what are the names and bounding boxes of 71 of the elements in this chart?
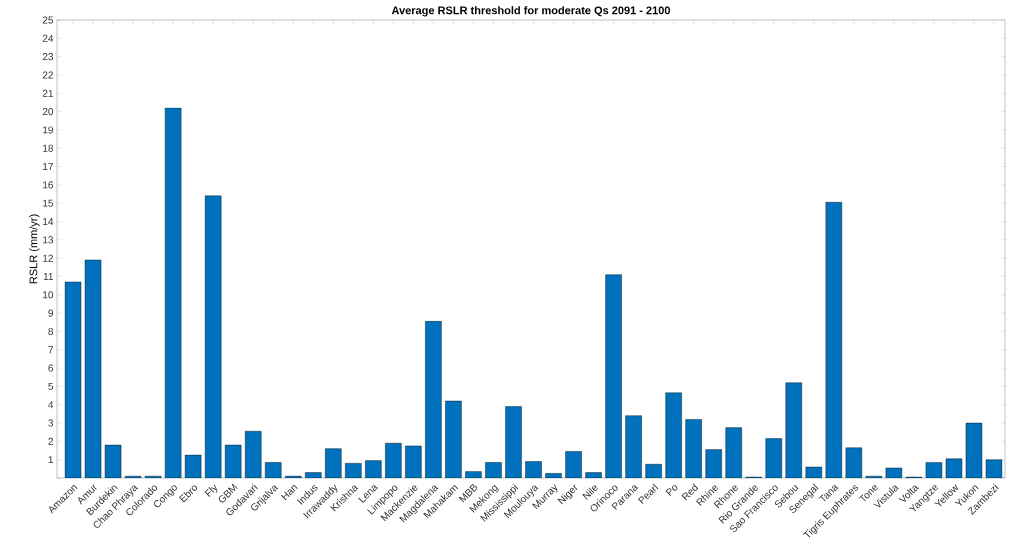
bar (945, 458, 963, 478)
y-tick-label: 13 (43, 236, 54, 244)
y-tick-label: 12 (43, 254, 53, 262)
y-tick-label: 19 (43, 126, 53, 134)
y-tick-label: 17 (43, 163, 53, 170)
bar (585, 472, 602, 478)
y-tick-label: 1 (48, 456, 53, 464)
y-tick-label: 9 (48, 309, 53, 317)
bar (245, 431, 262, 478)
bar (265, 462, 282, 478)
bar (785, 382, 802, 478)
y-tick-label: 11 (43, 273, 53, 280)
bar (325, 448, 342, 478)
bar (184, 454, 202, 478)
bar (985, 459, 1003, 478)
y-tick-label: 10 (43, 291, 54, 299)
bar (845, 447, 863, 478)
bar (545, 473, 562, 478)
bar (965, 422, 983, 478)
bar (765, 438, 782, 478)
y-axis-title: RSLR (mm/yr) (29, 214, 40, 284)
y-tick-label: 15 (43, 199, 54, 207)
y-tick-label: 22 (42, 71, 53, 79)
bar (685, 419, 702, 478)
y-tick-label: 4 (48, 401, 54, 409)
x-tick-label: Po (665, 485, 678, 496)
x-tick-label: Han (280, 485, 298, 501)
bar (104, 444, 122, 478)
y-tick-label: 3 (48, 419, 54, 427)
y-tick-label: 6 (48, 364, 54, 372)
y-tick-label: 16 (43, 181, 54, 189)
bar (825, 202, 843, 478)
bar (365, 460, 382, 478)
chart-title: Average RSLR threshold for moderate Qs 2091 - 2100 (391, 6, 670, 17)
y-tick-label: 21 (42, 89, 53, 97)
y-tick-label: 23 (42, 53, 54, 61)
bar (725, 427, 742, 478)
bar (445, 400, 462, 478)
bar (645, 464, 662, 478)
y-tick-label: 8 (48, 327, 54, 335)
bar (465, 471, 482, 478)
bar (625, 415, 642, 478)
bar (84, 259, 102, 478)
bar (204, 195, 222, 478)
y-tick-label: 7 (48, 346, 53, 354)
bar (485, 462, 502, 478)
bar (565, 451, 582, 478)
bar (425, 321, 442, 478)
bar (385, 442, 402, 478)
y-tick-label: 14 (43, 218, 54, 225)
bar (505, 406, 522, 478)
y-tick-label: 5 (48, 382, 54, 390)
bar (925, 462, 943, 478)
bar (805, 466, 823, 478)
bar (405, 445, 422, 478)
bar (345, 463, 362, 478)
y-tick-label: 2 (48, 437, 53, 445)
y-tick-label: 18 (43, 144, 54, 152)
bar (665, 392, 682, 478)
bar (64, 281, 82, 478)
y-tick-label: 20 (42, 108, 54, 116)
bar (164, 107, 182, 478)
bar (705, 449, 722, 478)
bar (305, 472, 322, 478)
bar (224, 444, 242, 478)
bar (605, 274, 622, 478)
y-tick-label: 25 (42, 16, 54, 24)
bar (525, 461, 542, 478)
y-tick-label: 24 (42, 34, 54, 42)
x-tick-label: Fly (204, 484, 218, 497)
bar (885, 467, 903, 478)
